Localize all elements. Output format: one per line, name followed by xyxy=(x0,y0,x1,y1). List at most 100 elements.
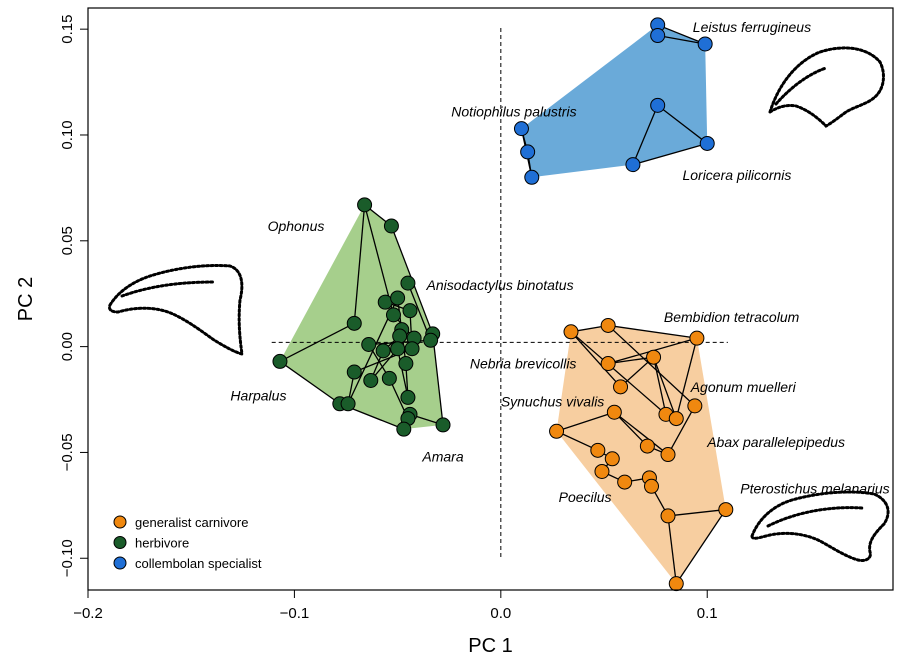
x-axis-title: PC 1 xyxy=(468,635,512,657)
connector-line xyxy=(608,356,654,365)
legend-marker xyxy=(113,556,127,570)
y-tick-label: 0.00 xyxy=(59,332,76,361)
connector-line xyxy=(632,105,659,165)
data-point xyxy=(590,442,606,458)
connector-line xyxy=(432,333,444,425)
connector-line xyxy=(657,104,708,144)
connector-line xyxy=(556,430,599,451)
data-points xyxy=(272,17,734,592)
connector-line xyxy=(396,348,409,398)
species-label: Ophonus xyxy=(268,218,325,234)
data-point xyxy=(272,353,288,369)
data-point xyxy=(660,508,676,524)
data-point xyxy=(398,356,414,372)
data-point xyxy=(402,303,418,319)
y-tick-label: 0.05 xyxy=(59,226,76,255)
mandible-outline-bottom-right xyxy=(750,490,890,562)
legend-marker xyxy=(113,536,127,549)
data-point xyxy=(650,28,666,44)
species-label: Abax parallelepipedus xyxy=(706,434,845,450)
connector-line xyxy=(652,357,667,415)
data-point xyxy=(390,341,406,357)
species-label: Bembidion tetracolum xyxy=(664,309,800,325)
data-point xyxy=(385,307,401,323)
mandible-outline-top-right-inner xyxy=(774,66,828,106)
connector-line xyxy=(279,322,355,363)
y-tick-label: −0.05 xyxy=(59,433,76,471)
x-tick-label: −0.1 xyxy=(280,605,310,622)
species-label: Poecilus xyxy=(559,489,612,505)
data-point xyxy=(390,290,406,306)
data-point xyxy=(594,463,610,479)
data-point xyxy=(392,328,408,344)
connector-line xyxy=(667,508,726,517)
data-point xyxy=(625,157,641,173)
mandible-outline-left-inner xyxy=(120,280,216,298)
legend-label: generalist carnivore xyxy=(135,515,248,530)
data-point xyxy=(375,343,391,359)
data-point xyxy=(520,144,536,160)
data-point xyxy=(668,576,684,592)
x-axis: −0.2 −0.1 0.0 0.1 xyxy=(73,590,718,622)
data-point xyxy=(639,438,655,454)
connector-line xyxy=(607,324,696,407)
species-label: Notiophilus palustris xyxy=(451,104,576,120)
connector-line xyxy=(657,24,706,45)
data-point xyxy=(650,97,666,113)
connector-line xyxy=(570,331,667,415)
data-point xyxy=(435,417,451,433)
y-tick-label: 0.10 xyxy=(59,120,76,149)
connector-line xyxy=(613,411,669,456)
species-label: Synuchus vivalis xyxy=(501,394,605,410)
species-label: Amara xyxy=(421,449,463,465)
connector-line xyxy=(556,411,615,432)
y-axis-title: PC 2 xyxy=(15,277,37,321)
data-point xyxy=(646,349,662,365)
plot-frame xyxy=(87,7,894,591)
species-annotations: Leistus ferrugineus Notiophilus palustris… xyxy=(230,19,889,505)
legend-label: collembolan specialist xyxy=(135,556,262,571)
connector-line xyxy=(608,324,698,339)
data-point xyxy=(604,451,620,467)
connector-line xyxy=(353,204,366,324)
data-point xyxy=(377,294,393,310)
data-point xyxy=(346,364,362,380)
data-point xyxy=(357,197,373,213)
legend-marker xyxy=(113,515,127,529)
connector-line xyxy=(675,337,698,419)
legend: generalist carnivore herbivore collembolan… xyxy=(113,515,262,571)
data-point xyxy=(400,389,416,405)
data-point xyxy=(644,478,659,494)
data-point xyxy=(600,356,616,372)
data-point xyxy=(400,275,416,291)
data-point xyxy=(617,474,633,490)
data-point xyxy=(606,404,622,420)
data-point xyxy=(404,341,420,357)
hull-generalist-carnivore xyxy=(556,325,726,584)
data-point xyxy=(689,330,705,346)
connector-line xyxy=(570,331,622,388)
data-point xyxy=(381,370,397,386)
x-tick-label: 0.1 xyxy=(697,605,718,622)
data-point xyxy=(687,398,703,414)
species-label: Loricera pilicornis xyxy=(682,167,791,183)
data-point xyxy=(361,337,377,353)
hull-collembolan-specialist xyxy=(521,24,708,178)
connector-line xyxy=(657,34,706,45)
data-point xyxy=(363,372,379,388)
data-point xyxy=(699,135,715,151)
mandible-outline-left xyxy=(108,264,244,356)
mandible-outline-bottom-right-inner xyxy=(766,506,864,528)
connector-line xyxy=(667,405,696,455)
data-point xyxy=(340,396,356,412)
y-axis: −0.10 −0.05 0.00 0.05 0.10 0.15 xyxy=(59,15,88,577)
y-tick-label: −0.10 xyxy=(59,539,76,577)
species-label: Anisodactylus binotatus xyxy=(426,277,574,293)
data-point xyxy=(668,411,684,427)
data-point xyxy=(396,421,412,437)
connector-line xyxy=(667,515,677,584)
connector-line xyxy=(632,142,708,166)
species-label: Nebria brevicollis xyxy=(470,356,577,372)
data-point xyxy=(383,218,399,234)
